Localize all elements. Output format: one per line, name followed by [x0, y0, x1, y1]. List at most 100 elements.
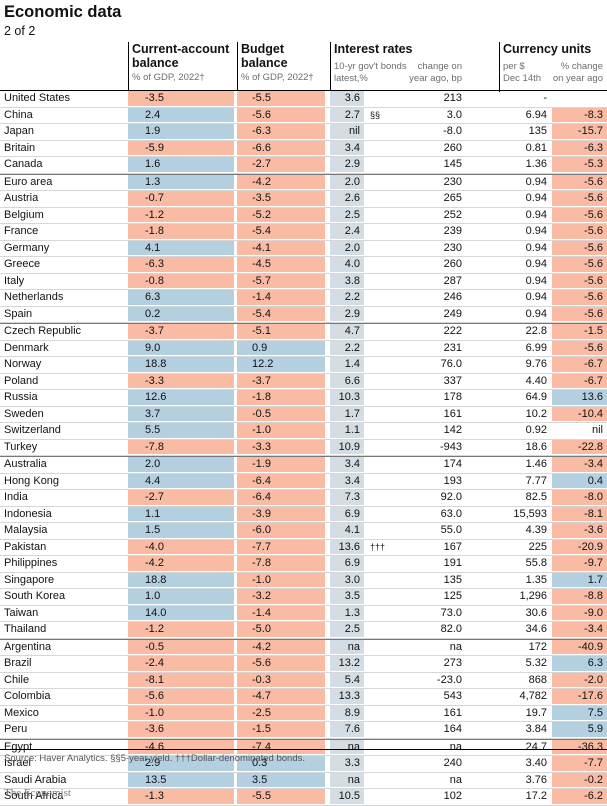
cell-fxc: -20.9 — [552, 539, 607, 554]
cell-fxc: 13.6 — [552, 390, 607, 405]
cell-chg: 63.0 — [440, 507, 462, 520]
cell-chg: 337 — [443, 374, 462, 387]
cell-bb: -5.5 — [237, 91, 325, 106]
cell-bb: -5.0 — [237, 622, 325, 637]
cell-chg: -8.0 — [443, 125, 462, 137]
cell-ca: 5.5 — [128, 423, 234, 438]
cell-country: Philippines — [4, 557, 58, 569]
cell-ir: 7.3 — [330, 490, 364, 505]
cell-fx: 5.32 — [525, 657, 547, 669]
cell-bb: -7.4 — [237, 739, 325, 754]
cell-fxc: -8.1 — [552, 506, 607, 521]
cell-ir: 1.7 — [330, 406, 364, 421]
cell-ir: 13.3 — [330, 689, 364, 704]
cell-country: Japan — [4, 125, 34, 137]
cell-ir: 2.9 — [330, 306, 364, 321]
cell-fx: 10.2 — [525, 407, 547, 420]
cell-fx: 4.40 — [525, 374, 547, 387]
table-row: Belgium -1.2 -5.2 2.5 252 0.94 -5.6 — [0, 207, 607, 224]
table-row: France -1.8 -5.4 2.4 239 0.94 -5.6 — [0, 224, 607, 241]
cell-ir: na — [330, 739, 364, 754]
cell-fxc: -6.7 — [552, 373, 607, 388]
cell-fxc: -6.7 — [552, 357, 607, 372]
table-row: Germany 4.1 -4.1 2.0 230 0.94 -5.6 — [0, 240, 607, 257]
cell-fxc: -6.2 — [552, 789, 607, 804]
cell-fx: 82.5 — [525, 491, 547, 503]
cell-ir: 2.9 — [330, 157, 364, 172]
cell-chg: 167 — [443, 540, 462, 553]
table-row: South Africa -1.3 -5.5 10.5 102 17.2 -6.2 — [0, 789, 607, 806]
cell-chg: 246 — [443, 291, 462, 303]
cell-ir: 4.0 — [330, 257, 364, 272]
cell-fx: 1.46 — [525, 458, 547, 470]
cell-country: Czech Republic — [4, 325, 82, 337]
cell-fx: 1.35 — [525, 573, 547, 586]
cell-ir: 3.6 — [330, 91, 364, 106]
cell-fx: 30.6 — [525, 606, 547, 619]
cell-fxc: -5.6 — [552, 290, 607, 305]
table-row: Peru -3.6 -1.5 7.6 164 3.84 5.9 — [0, 722, 607, 739]
table-row: Japan 1.9 -6.3 nil -8.0 135 -15.7 — [0, 124, 607, 141]
cell-ca: -8.1 — [128, 672, 234, 687]
cell-country: Colombia — [4, 690, 51, 702]
cell-chg: 142 — [443, 424, 462, 436]
cell-chg: 174 — [443, 458, 462, 470]
cell-ca: 4.1 — [128, 240, 234, 255]
cell-bb: -4.2 — [237, 174, 325, 189]
cell-ca: -1.2 — [128, 207, 234, 222]
header-current-account-sub: % of GDP, 2022† — [132, 72, 205, 83]
cell-fx: 0.94 — [525, 258, 547, 270]
cell-bb: -5.1 — [237, 324, 325, 339]
cell-ca: -0.5 — [128, 639, 234, 654]
cell-ir: 2.7 — [330, 107, 364, 122]
table-row: Thailand -1.2 -5.0 2.5 82.0 34.6 -3.4 — [0, 622, 607, 639]
cell-country: Canada — [4, 158, 43, 170]
cell-fxc: -5.6 — [552, 257, 607, 272]
cell-bb: 12.2 — [237, 357, 325, 372]
cell-fxc: -22.8 — [552, 439, 607, 454]
cell-bb: -6.6 — [237, 140, 325, 155]
cell-chg: 265 — [443, 192, 462, 204]
table-row: Malaysia 1.5 -6.0 4.1 55.0 4.39 -3.6 — [0, 523, 607, 540]
cell-country: France — [4, 225, 39, 237]
cell-fxc: -5.6 — [552, 340, 607, 355]
table-row: India -2.7 -6.4 7.3 92.0 82.5 -8.0 — [0, 490, 607, 507]
cell-fx: 55.8 — [525, 557, 547, 569]
cell-ca: 9.0 — [128, 340, 234, 355]
table-row: Australia 2.0 -1.9 3.4 174 1.46 -3.4 — [0, 456, 607, 474]
cell-ir: 10.9 — [330, 439, 364, 454]
header-interest-sub1: 10-yr gov't bonds — [334, 61, 407, 72]
header-currency-sub2: Dec 14th — [503, 73, 542, 84]
table-row: Italy -0.8 -5.7 3.8 287 0.94 -5.6 — [0, 273, 607, 290]
cell-fxc: -10.4 — [552, 406, 607, 421]
cell-bb: 3.5 — [237, 772, 325, 787]
cell-fxc: -40.9 — [552, 639, 607, 654]
publisher-logo: The Economist — [4, 787, 71, 799]
cell-ir: 5.4 — [330, 672, 364, 687]
cell-ca: 1.0 — [128, 589, 234, 604]
cell-bb: -1.4 — [237, 290, 325, 305]
cell-fxc: -5.6 — [552, 240, 607, 255]
cell-country: Denmark — [4, 341, 49, 354]
cell-fxc: -36.3 — [552, 739, 607, 754]
table-row: Austria -0.7 -3.5 2.6 265 0.94 -5.6 — [0, 191, 607, 208]
cell-country: Hong Kong — [4, 474, 60, 487]
cell-country: India — [4, 491, 28, 503]
cell-fxc: -15.7 — [552, 124, 607, 139]
cell-bb: -1.4 — [237, 605, 325, 620]
header-currency: Currency units — [503, 42, 592, 56]
cell-bb: -5.4 — [237, 224, 325, 239]
cell-ir: 3.4 — [330, 140, 364, 155]
cell-country: Britain — [4, 141, 36, 154]
cell-country: Pakistan — [4, 540, 47, 553]
cell-fx: 4,782 — [519, 690, 547, 702]
table-row: Netherlands 6.3 -1.4 2.2 246 0.94 -5.6 — [0, 290, 607, 307]
header-currency-sub1: per $ — [503, 61, 525, 72]
cell-country: Saudi Arabia — [4, 773, 67, 786]
table-row: Spain 0.2 -5.4 2.9 249 0.94 -5.6 — [0, 306, 607, 323]
cell-bb: -5.6 — [237, 656, 325, 671]
cell-chg: 222 — [443, 325, 462, 337]
table-row: Brazil -2.4 -5.6 13.2 273 5.32 6.3 — [0, 656, 607, 673]
header-budget: Budget balance — [241, 42, 288, 70]
cell-bb: 0.3 — [237, 756, 325, 771]
